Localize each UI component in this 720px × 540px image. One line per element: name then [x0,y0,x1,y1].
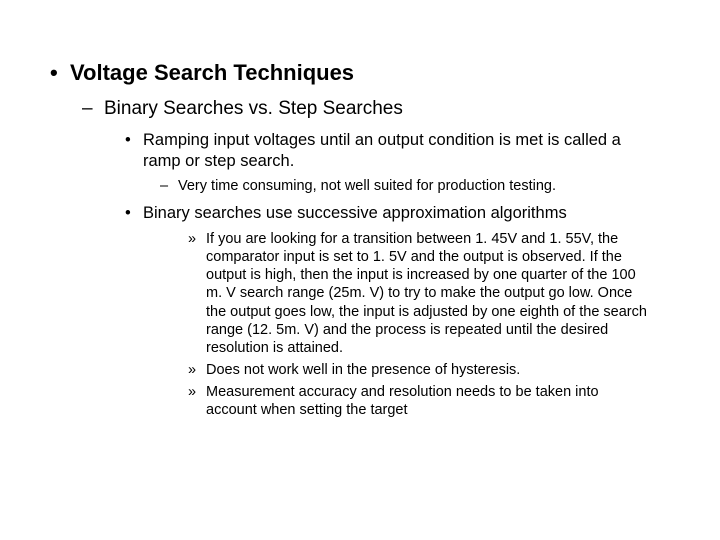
item-l4-text: Very time consuming, not well suited for… [178,178,556,194]
item-l2-text: Binary Searches vs. Step Searches [104,98,403,119]
item-l5-text: Measurement accuracy and resolution need… [206,384,599,418]
item-l5-text: If you are looking for a transition betw… [206,231,647,356]
item-l2: Binary Searches vs. Step Searches [82,98,680,120]
item-l3: Binary searches use successive approxima… [125,203,650,224]
item-l5: Measurement accuracy and resolution need… [188,383,650,419]
item-l3-text: Binary searches use successive approxima… [143,204,567,222]
heading-l1: Voltage Search Techniques [50,60,680,86]
item-l5-text: Does not work well in the presence of hy… [206,362,520,378]
item-l4: Very time consuming, not well suited for… [160,177,650,195]
item-l5: Does not work well in the presence of hy… [188,361,650,379]
item-l3: Ramping input voltages until an output c… [125,130,650,171]
item-l3-text: Ramping input voltages until an output c… [143,131,621,170]
item-l5: If you are looking for a transition betw… [188,230,650,357]
heading-l1-text: Voltage Search Techniques [70,60,354,85]
